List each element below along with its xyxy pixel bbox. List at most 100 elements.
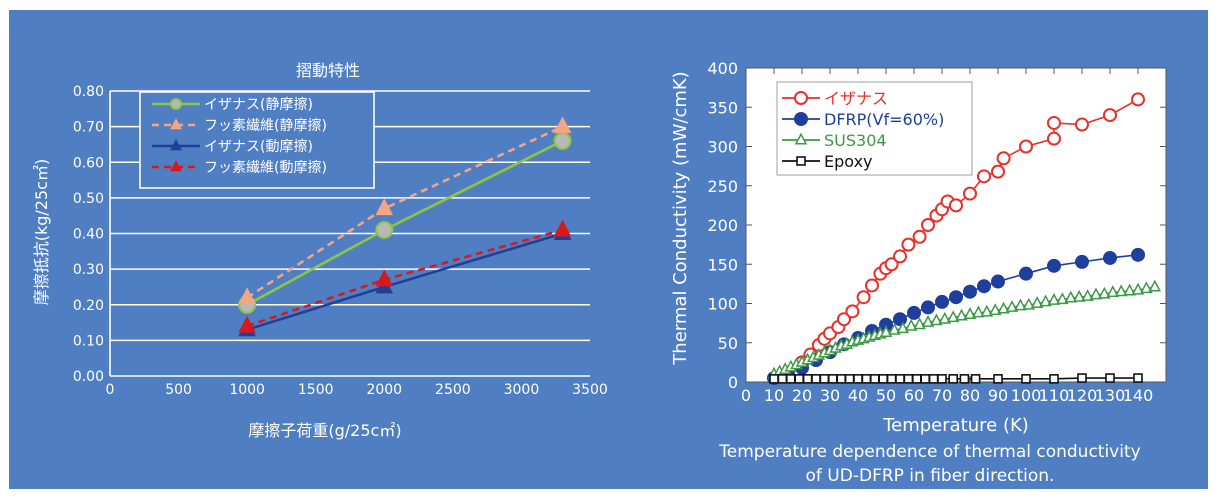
chart2-xtick-label: 130 bbox=[1095, 386, 1126, 405]
chart2-series-1-point bbox=[837, 312, 851, 327]
chart2-series-2-point bbox=[977, 279, 991, 294]
chart1-series-1-point bbox=[375, 220, 394, 239]
chart2-ytick-label: 300 bbox=[707, 138, 738, 157]
chart2-series-2-point bbox=[1075, 254, 1089, 269]
chart2-series-3-point bbox=[1064, 290, 1078, 303]
chart1-series-2-point bbox=[238, 287, 256, 305]
chart2-series-4-point bbox=[959, 374, 970, 384]
chart1-ytick-label: 0.50 bbox=[73, 191, 104, 207]
chart1-series-4-point bbox=[553, 219, 572, 237]
chart2-series-3-point bbox=[921, 314, 935, 327]
chart2-legend-swatch-marker bbox=[794, 112, 808, 126]
chart1-xtick-label: 1000 bbox=[229, 382, 265, 398]
chart2-series-3-point bbox=[1140, 281, 1153, 294]
chart1-ytick-label: 0.40 bbox=[73, 227, 104, 243]
chart2-series-2-point bbox=[893, 312, 907, 327]
chart2-series-2-point bbox=[991, 274, 1005, 289]
chart2-ytick-label: 100 bbox=[707, 295, 738, 314]
chart1-ytick-label: 0.20 bbox=[73, 298, 104, 314]
chart2-legend-label: Epoxy bbox=[824, 152, 873, 171]
chart2-series-4-point bbox=[861, 374, 872, 384]
chart2-xtick-label: 80 bbox=[960, 386, 980, 405]
chart2-series-4-point bbox=[844, 374, 855, 384]
chart2-series-3-point bbox=[1047, 292, 1061, 305]
chart1-legend-label: フッ素繊維(静摩擦) bbox=[204, 117, 327, 134]
chart2-series-3-point bbox=[1005, 300, 1019, 312]
chart2-series-3-point bbox=[1072, 289, 1086, 302]
chart1-xtick-label: 2000 bbox=[366, 382, 402, 398]
chart2-xtick-label: 60 bbox=[904, 386, 924, 405]
chart2-xtick-label: 140 bbox=[1123, 386, 1154, 405]
chart2-series-2-point bbox=[921, 300, 935, 315]
chart2-series-4-point bbox=[819, 374, 830, 384]
chart2-series-1-point bbox=[1019, 139, 1033, 154]
chart2-ytick-label: 200 bbox=[707, 216, 738, 235]
chart2-ytick-label: 400 bbox=[707, 59, 738, 78]
chart1-series-4-point bbox=[238, 315, 256, 333]
chart1-legend-label: フッ素繊維(動摩擦) bbox=[204, 159, 327, 176]
chart2-series-2-point bbox=[949, 290, 963, 305]
chart1-xtick-label: 500 bbox=[165, 382, 192, 398]
chart1-xtick-label: 2500 bbox=[435, 382, 471, 398]
chart2-series-1-point bbox=[949, 198, 963, 213]
chart2-series-4-point bbox=[920, 374, 931, 384]
chart1-series-4-point bbox=[375, 269, 394, 287]
chart2-series-3-point bbox=[955, 308, 968, 321]
chart2-series-3-point bbox=[972, 305, 985, 318]
chart2-series-1-point bbox=[1047, 131, 1061, 146]
chart2-xtick-label: 50 bbox=[876, 386, 896, 405]
chart2-series-2-point bbox=[1131, 247, 1145, 262]
chart2-series-1-point bbox=[845, 304, 860, 319]
chart2-xtick-label: 120 bbox=[1067, 386, 1098, 405]
chart2-series-1-point bbox=[1047, 115, 1061, 130]
chart2-legend-swatch-marker bbox=[796, 156, 806, 166]
chart2-ytick-label: 150 bbox=[707, 255, 738, 274]
chart1-xtick-label: 1500 bbox=[298, 382, 334, 398]
chart2-series-4-point bbox=[827, 374, 838, 384]
chart2-series-4-point bbox=[1021, 374, 1031, 384]
chart2-series-3-point bbox=[879, 325, 893, 338]
chart2-series-4-point bbox=[1105, 373, 1115, 383]
chart2-ylabel: Thermal Conductivity (mW/cmK) bbox=[670, 71, 691, 365]
chart2-series-3-point bbox=[1114, 284, 1128, 297]
chart2-legend-swatch-marker bbox=[794, 132, 808, 145]
chart1-legend-label: イザナス(静摩擦) bbox=[204, 96, 313, 113]
chart1-ytick-label: 0.60 bbox=[73, 155, 104, 171]
chart2-series-3-point bbox=[980, 304, 994, 317]
chart2-series-4-point bbox=[928, 374, 939, 384]
chart2-series-3-point bbox=[888, 322, 901, 335]
chart2-series-1-point bbox=[991, 164, 1005, 179]
chart1-ylabel: 摩擦抵抗(kg/25c㎡) bbox=[32, 159, 51, 305]
chart2-series-3-point bbox=[1039, 294, 1052, 307]
chart2-series-3-point bbox=[930, 313, 943, 326]
chart2-series-1-point bbox=[1131, 92, 1145, 107]
chart1-legend-swatch-marker bbox=[170, 160, 182, 172]
chart2-xtick-label: 110 bbox=[1039, 386, 1070, 405]
chart2-ytick-label: 50 bbox=[718, 334, 738, 353]
chart2-series-4-point bbox=[769, 374, 779, 384]
chart1-series-line-2 bbox=[246, 125, 564, 299]
chart1-ytick-label: 0.10 bbox=[73, 333, 104, 349]
chart2-series-3-point bbox=[1131, 282, 1145, 295]
chart2-series-4-point bbox=[993, 374, 1003, 384]
chart2-legend-label: イザナス bbox=[824, 89, 888, 108]
chart2-series-4-point bbox=[878, 374, 889, 384]
chart2-series-4-point bbox=[785, 374, 796, 384]
chart2-legend-label: SUS304 bbox=[824, 131, 887, 150]
chart1-legend-swatch-marker bbox=[170, 139, 182, 151]
chart2-series-4-point bbox=[853, 374, 863, 384]
chart2-series-4-point bbox=[1133, 373, 1143, 383]
chart2-series-4-point bbox=[903, 374, 914, 384]
chart2-series-2-point bbox=[1019, 266, 1033, 281]
chart2-xtick-label: 70 bbox=[932, 386, 952, 405]
chart2-series-4-point bbox=[802, 374, 813, 384]
chart2-series-3-point bbox=[988, 303, 1002, 316]
chart1-series-2-point bbox=[553, 116, 572, 134]
chart2-series-2-point bbox=[963, 284, 977, 299]
chart2-series-4-point bbox=[811, 374, 821, 384]
chart1-xtick-label: 3000 bbox=[504, 382, 540, 398]
chart2-series-1-point bbox=[893, 249, 907, 264]
chart2-series-3-point bbox=[913, 317, 926, 330]
chart2-series-3-point bbox=[1148, 279, 1162, 292]
